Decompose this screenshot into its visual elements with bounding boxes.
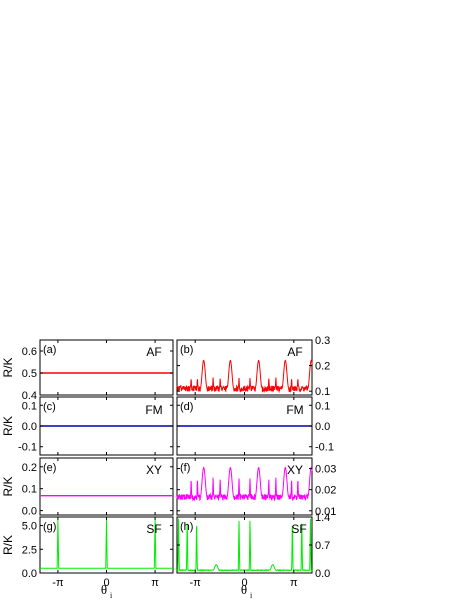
panel-tag-a: AF [146,345,161,359]
y-tick-label-f-1: 0.02 [315,485,336,497]
chart-series-b [176,359,313,394]
y-tick-label-h-1: 0.7 [315,540,330,552]
y-tick-label-a-0: 0.4 [22,390,37,402]
y-tick-label-h-2: 1.4 [315,512,330,524]
panel-label-d: (d) [180,401,193,413]
panel-b: (b) AF [176,339,313,396]
y-tick-label-e-0: 0.0 [22,506,37,518]
x-axis-label-h-theta: θ [241,582,247,597]
panel-label-c: (c) [43,401,56,413]
y-tick-label-e-1: 0.1 [22,484,37,496]
y-axis-label-a: R/K [1,357,15,377]
y-tick-label-d-0: -0.1 [315,442,334,454]
y-tick-label-a-2: 0.6 [22,346,37,358]
x-axis-label-g: θ i [101,582,113,600]
x-axis-label-h: θ i [241,582,253,600]
y-tick-label-b-2: 0.3 [315,335,330,347]
panel-tag-f: XY [287,463,303,477]
panel-e: (e) XY R/K [1,457,174,516]
panel-label-b: (b) [180,344,193,356]
panel-f: (f) XY [176,457,313,516]
panel-tag-b: AF [287,345,302,359]
y-tick-label-e-2: 0.2 [22,462,37,474]
y-tick-label-a-1: 0.5 [22,368,37,380]
y-tick-label-g-2: 5.0 [22,521,37,533]
x-tick-label-g-1: 0 [103,577,109,589]
y-tick-label-f-2: 0.03 [315,464,336,476]
y-tick-label-d-1: 0.0 [315,421,330,433]
chart-series-f [176,466,313,502]
panel-label-e: (e) [43,462,56,474]
x-tick-label-g-0: -π [52,577,64,589]
panel-tag-c: FM [145,403,162,417]
y-tick-label-f-0: 0.01 [315,506,336,518]
y-tick-label-d-2: 0.1 [315,400,330,412]
y-axis-label-c: R/K [1,416,15,436]
x-tick-label-h-1: 0 [241,577,247,589]
panel-d: (d) FM [176,396,313,456]
panel-label-g: (g) [43,521,56,533]
y-tick-label-c-2: 0.1 [22,400,37,412]
x-tick-label-h-2: π [290,577,298,589]
panel-tag-d: FM [286,403,303,417]
y-tick-label-c-0: -0.1 [18,442,37,454]
x-tick-label-h-0: -π [190,577,202,589]
y-tick-label-h-0: 0.0 [315,568,330,580]
y-tick-label-b-1: 0.2 [315,361,330,373]
y-tick-label-g-1: 2.5 [22,544,37,556]
panel-label-h: (h) [180,521,193,533]
panel-label-f: (f) [180,462,190,474]
x-axis-label-g-sub: i [110,591,113,600]
chart-ticks-layer: 0.4 0.5 0.6 0.1 0.2 0.3 -0.1 0.0 0.1 -0.1 0.0 0.1 0.… [18,335,336,589]
x-tick-label-g-2: π [151,577,159,589]
y-tick-label-g-0: 0.0 [22,568,37,580]
y-tick-label-c-1: 0.0 [22,421,37,433]
x-axis-label-g-theta: θ [101,582,107,597]
panel-tag-g: SF [146,522,161,536]
x-axis-label-h-sub: i [250,591,253,600]
y-axis-label-e: R/K [1,476,15,496]
panel-tag-h: SF [291,522,306,536]
panel-tag-e: XY [146,463,162,477]
y-tick-label-b-0: 0.1 [315,386,330,398]
y-axis-label-g: R/K [1,535,15,555]
panel-label-a: (a) [43,344,56,356]
